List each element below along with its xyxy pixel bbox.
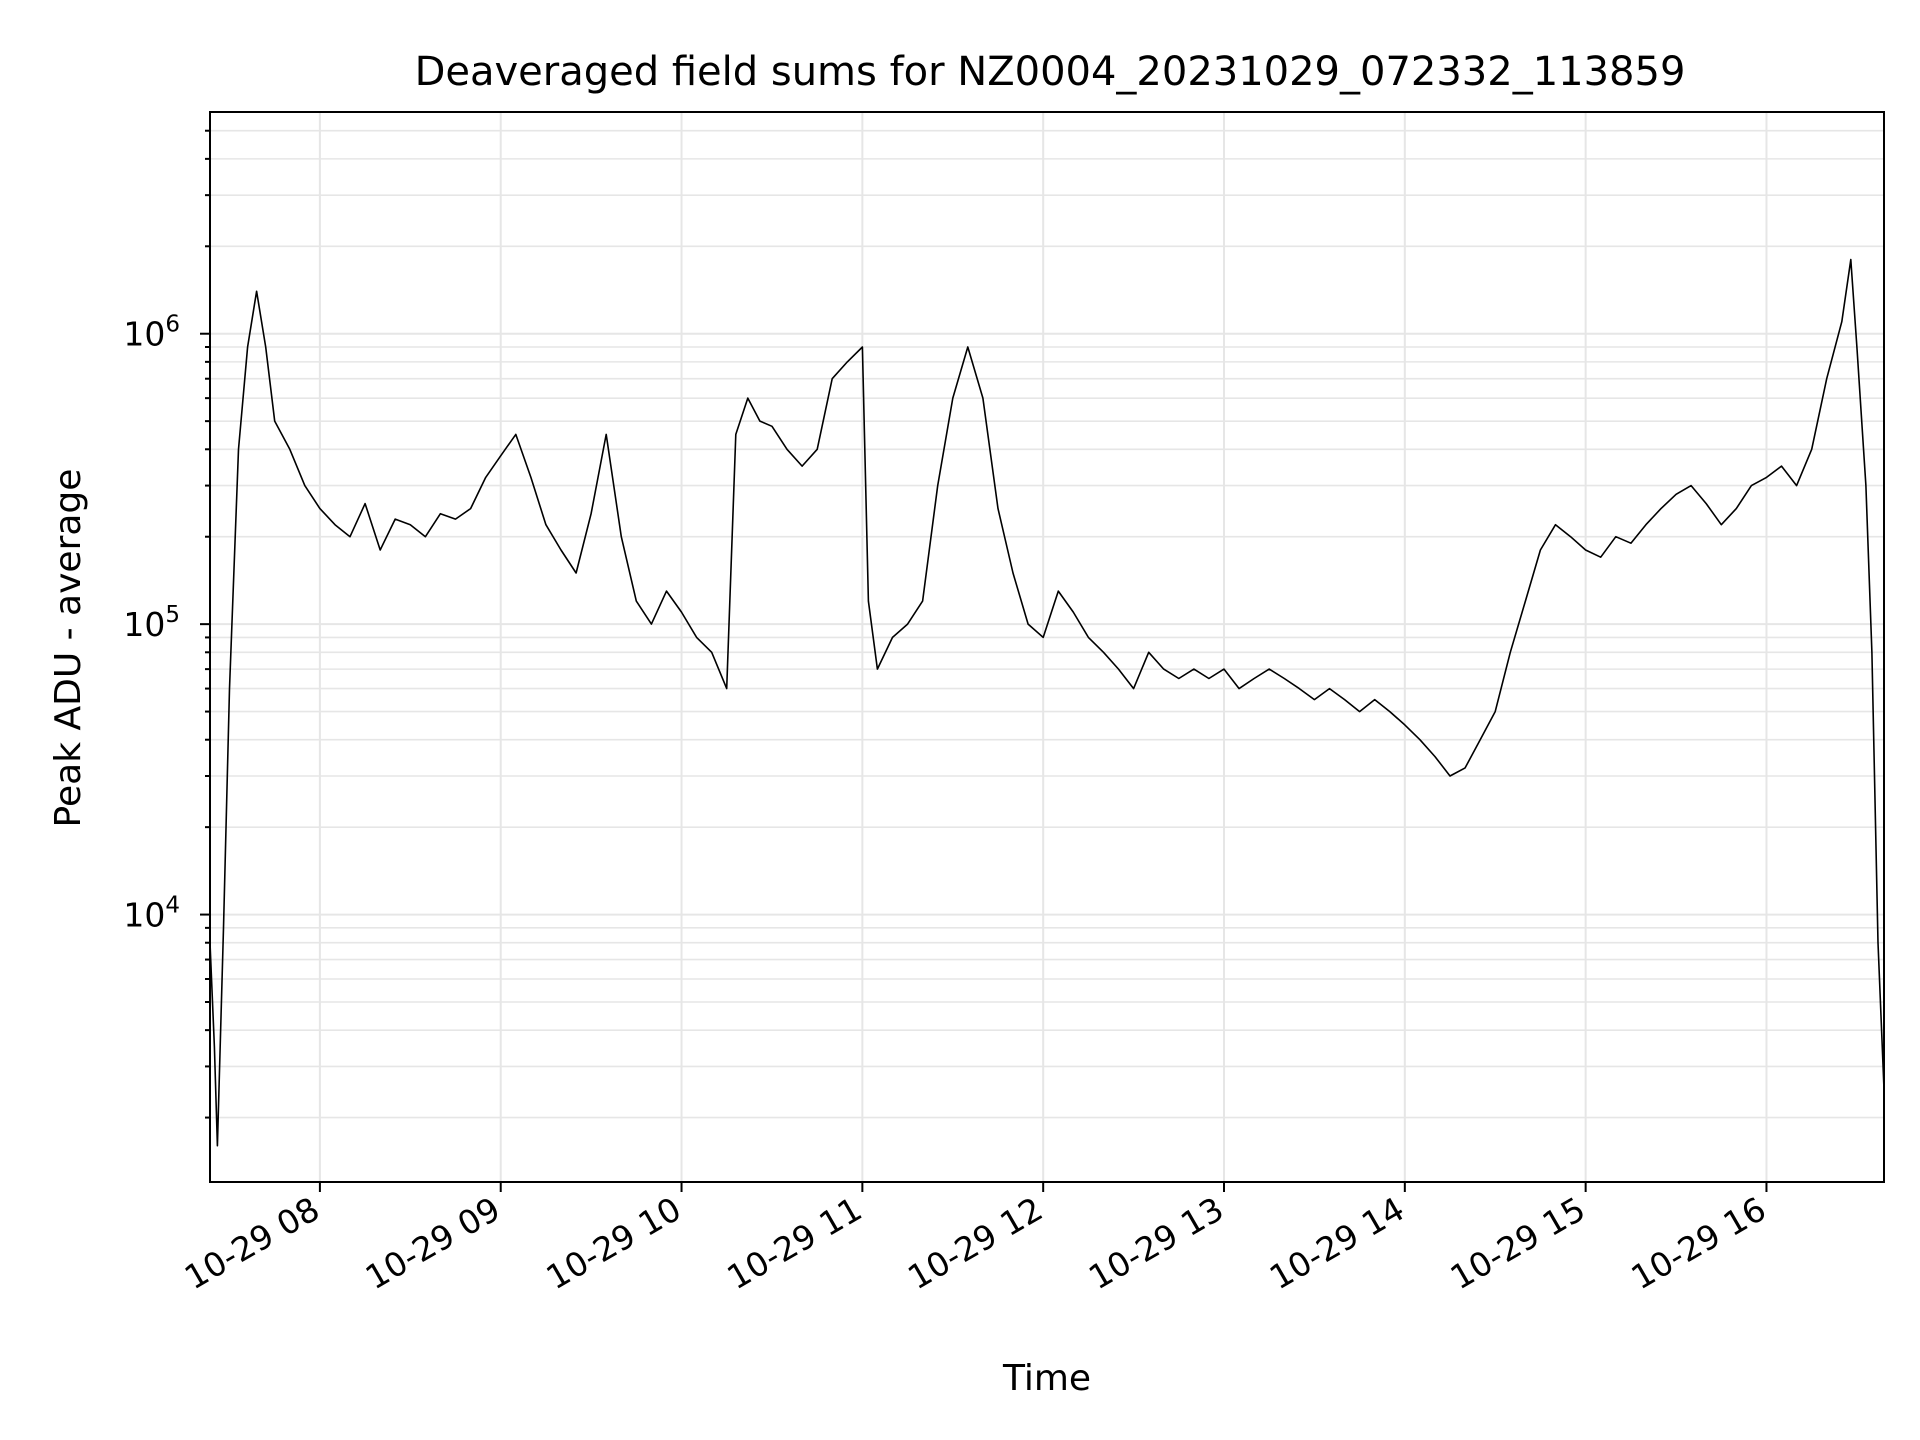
y-axis-label: Peak ADU - average: [48, 469, 89, 828]
plot-frame: [209, 111, 1885, 1183]
series-line: [209, 258, 1885, 1147]
y-tick-label: 106: [123, 312, 180, 354]
y-axis: 104 105 106: [123, 129, 210, 1119]
y-tick-label: 104: [123, 893, 180, 935]
series-line-path: [209, 258, 1885, 1147]
minor-gridlines: [210, 129, 1884, 1119]
x-axis-label: Time: [1002, 1358, 1091, 1399]
chart-title: Deaveraged field sums for NZ0004_2023102…: [415, 49, 1686, 95]
y-tick-label: 105: [123, 602, 180, 644]
